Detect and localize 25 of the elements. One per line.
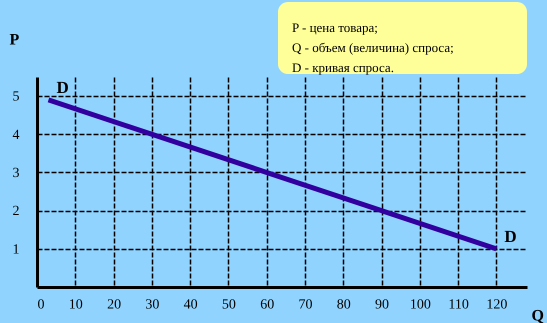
y-tick-label: 3 — [12, 166, 20, 181]
y-tick-label: 5 — [12, 90, 20, 105]
x-axis-title: Q — [532, 308, 544, 323]
text: Q - объем (величина) спроса; — [292, 39, 455, 57]
x-tick-label: 0 — [38, 298, 44, 312]
x-tick-label: 110 — [448, 298, 469, 312]
text: D - кривая спроса. — [292, 59, 395, 77]
y-tick-label: 1 — [12, 242, 20, 258]
x-tick-label: 20 — [107, 298, 122, 312]
x-tick-label: 40 — [184, 298, 198, 312]
x-tick-label: 70 — [298, 298, 312, 312]
y-axis-title: P — [10, 32, 20, 48]
x-tick-label: 60 — [260, 298, 274, 312]
annotation: D — [56, 78, 69, 97]
x-tick-label: 30 — [145, 298, 160, 312]
x-tick-label: 100 — [410, 298, 431, 312]
text: P - цена товара; — [292, 19, 379, 37]
x-tick-label: 50 — [222, 298, 236, 312]
annotation: D — [504, 226, 517, 246]
y-tick-label: 4 — [12, 128, 20, 143]
y-tick-label: 2 — [12, 204, 20, 220]
x-tick-label: 80 — [336, 298, 351, 312]
x-tick-label: 90 — [375, 298, 390, 312]
x-tick-label: 120 — [486, 298, 508, 312]
x-tick-label: 10 — [68, 298, 83, 312]
